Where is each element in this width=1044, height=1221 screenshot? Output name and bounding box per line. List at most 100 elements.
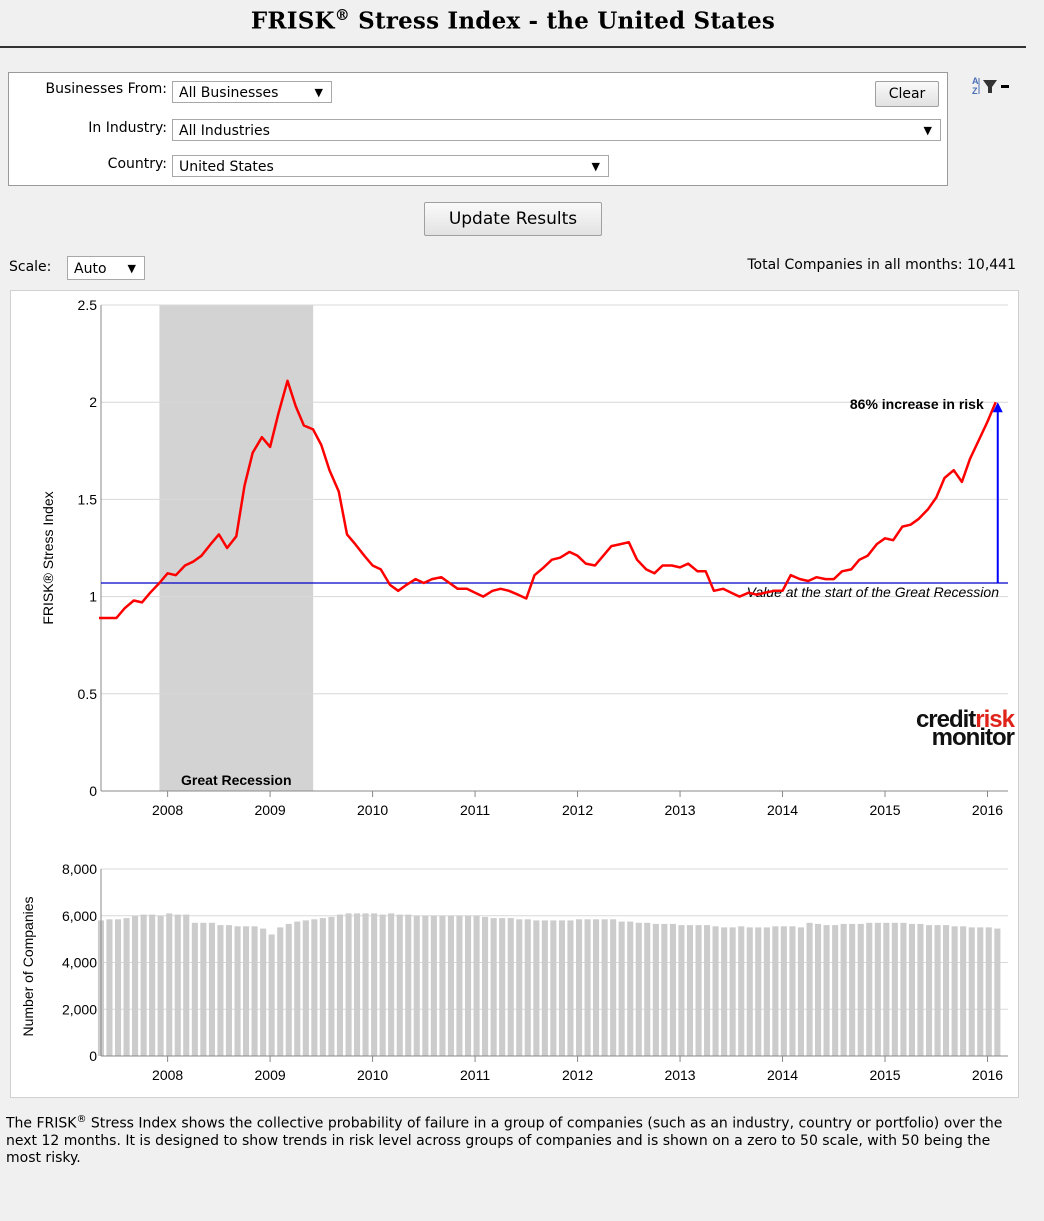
company-count-bar xyxy=(319,918,326,1056)
scale-value: Auto xyxy=(74,261,107,277)
businesses-from-value: All Businesses xyxy=(179,85,279,101)
chart-panel: Great Recession 0 0.5 1 1.5 2 2.5 2008 2009 2010 2… xyxy=(10,290,1019,1098)
company-count-bar xyxy=(379,914,386,1056)
x-tick-label: 2008 xyxy=(152,802,183,818)
scale-select[interactable]: Auto ▼ xyxy=(67,256,145,280)
company-count-bar xyxy=(234,926,241,1056)
company-count-bar xyxy=(576,919,583,1056)
company-count-bar xyxy=(849,923,856,1056)
page-title: FRISK® Stress Index - the United States xyxy=(250,6,776,35)
x-tick-label: 2012 xyxy=(562,802,593,818)
frisk-index-line xyxy=(99,379,997,620)
country-label: Country: xyxy=(107,156,167,172)
company-count-bar xyxy=(225,925,232,1056)
company-count-bar xyxy=(857,923,864,1056)
scale-control: Scale: xyxy=(9,259,51,275)
company-count-bar xyxy=(123,918,130,1056)
x-tick-label: 2011 xyxy=(460,802,490,818)
company-count-bar xyxy=(490,918,497,1056)
company-count-bar xyxy=(866,922,873,1056)
country-select[interactable]: United States ▼ xyxy=(172,155,609,177)
bar-x-tick-label: 2013 xyxy=(664,1067,695,1083)
company-count-bar xyxy=(499,918,506,1056)
company-count-bar xyxy=(456,915,463,1057)
company-count-bar xyxy=(243,926,250,1056)
creditriskmonitor-logo-line1: creditrisk xyxy=(916,706,1016,733)
increase-arrow-head xyxy=(992,402,1003,413)
company-count-bar xyxy=(968,927,975,1056)
company-count-bar xyxy=(345,913,352,1056)
company-count-bar xyxy=(396,914,403,1056)
clear-button[interactable]: Clear xyxy=(875,81,939,107)
company-count-bar xyxy=(285,923,292,1056)
company-count-bar xyxy=(524,919,531,1056)
company-count-bar xyxy=(430,915,437,1057)
company-count-bar xyxy=(874,922,881,1056)
bar-y-tick-label: 4,000 xyxy=(62,955,97,971)
company-count-bar xyxy=(823,925,830,1056)
chevron-down-icon: ▼ xyxy=(127,262,136,275)
x-tick-label: 2014 xyxy=(767,802,798,818)
company-count-bar xyxy=(746,927,753,1056)
creditriskmonitor-logo-line2: monitor xyxy=(932,724,1015,751)
company-count-bar xyxy=(371,913,378,1056)
page-header: FRISK® Stress Index - the United States xyxy=(0,0,1026,48)
chevron-down-icon: ▼ xyxy=(314,86,323,99)
company-count-bar xyxy=(815,923,822,1056)
company-count-bar xyxy=(601,919,608,1056)
company-count-bar xyxy=(695,925,702,1056)
company-count-bar xyxy=(183,914,190,1056)
az-sort-filter-icon[interactable]: A Z xyxy=(968,74,1018,98)
company-count-bar xyxy=(132,915,139,1057)
bar-x-tick-label: 2010 xyxy=(357,1067,388,1083)
company-count-bar xyxy=(541,920,548,1056)
svg-text:Z: Z xyxy=(972,86,978,96)
company-count-bar xyxy=(712,926,719,1056)
update-results-button[interactable]: Update Results xyxy=(424,202,602,236)
company-count-bar xyxy=(908,923,915,1056)
industry-select[interactable]: All Industries ▼ xyxy=(172,119,941,141)
company-count-bar xyxy=(891,922,898,1056)
company-count-bar xyxy=(567,920,574,1056)
company-count-bar xyxy=(593,919,600,1056)
company-count-bar xyxy=(926,925,933,1056)
company-count-bar xyxy=(610,919,617,1056)
company-count-bar xyxy=(439,915,446,1057)
country-value: United States xyxy=(179,159,274,175)
company-count-bar xyxy=(780,926,787,1056)
company-count-bar xyxy=(405,914,412,1056)
x-tick-label: 2009 xyxy=(255,802,286,818)
charts-canvas: Great Recession 0 0.5 1 1.5 2 2.5 2008 2009 2010 2… xyxy=(20,297,1017,1083)
bar-x-tick-label: 2009 xyxy=(255,1067,286,1083)
y-tick-label: 2 xyxy=(89,394,97,410)
company-count-bar xyxy=(260,928,267,1056)
company-count-bar xyxy=(208,922,215,1056)
reference-line-label: Value at the start of the Great Recessio… xyxy=(747,584,1000,600)
bar-x-tick-label: 2014 xyxy=(767,1067,798,1083)
businesses-from-select[interactable]: All Businesses ▼ xyxy=(172,81,332,103)
company-count-bar xyxy=(985,927,992,1056)
company-count-bar xyxy=(507,918,514,1056)
y-axis-label: FRISK® Stress Index xyxy=(40,491,56,624)
company-count-bar xyxy=(311,919,318,1056)
company-count-bar xyxy=(772,926,779,1056)
industry-value: All Industries xyxy=(179,123,270,139)
company-count-bar xyxy=(191,922,198,1056)
company-count-bar xyxy=(157,915,164,1057)
company-count-bar xyxy=(413,915,420,1057)
company-count-bar xyxy=(738,926,745,1056)
company-count-bar xyxy=(482,916,489,1056)
company-count-bar xyxy=(302,920,309,1056)
filter-panel: Businesses From: All Businesses ▼ Clear … xyxy=(8,72,948,186)
y-tick-label: 2.5 xyxy=(78,297,98,313)
company-count-bar xyxy=(704,925,711,1056)
bar-y-tick-label: 2,000 xyxy=(62,1001,97,1017)
company-count-bar xyxy=(174,914,181,1056)
company-count-bar xyxy=(669,923,676,1056)
company-count-bar xyxy=(328,916,335,1056)
y-tick-label: 0.5 xyxy=(78,686,98,702)
company-count-bar xyxy=(729,927,736,1056)
recession-label: Great Recession xyxy=(181,772,292,788)
company-count-bar xyxy=(294,921,301,1056)
bar-x-tick-label: 2015 xyxy=(869,1067,900,1083)
